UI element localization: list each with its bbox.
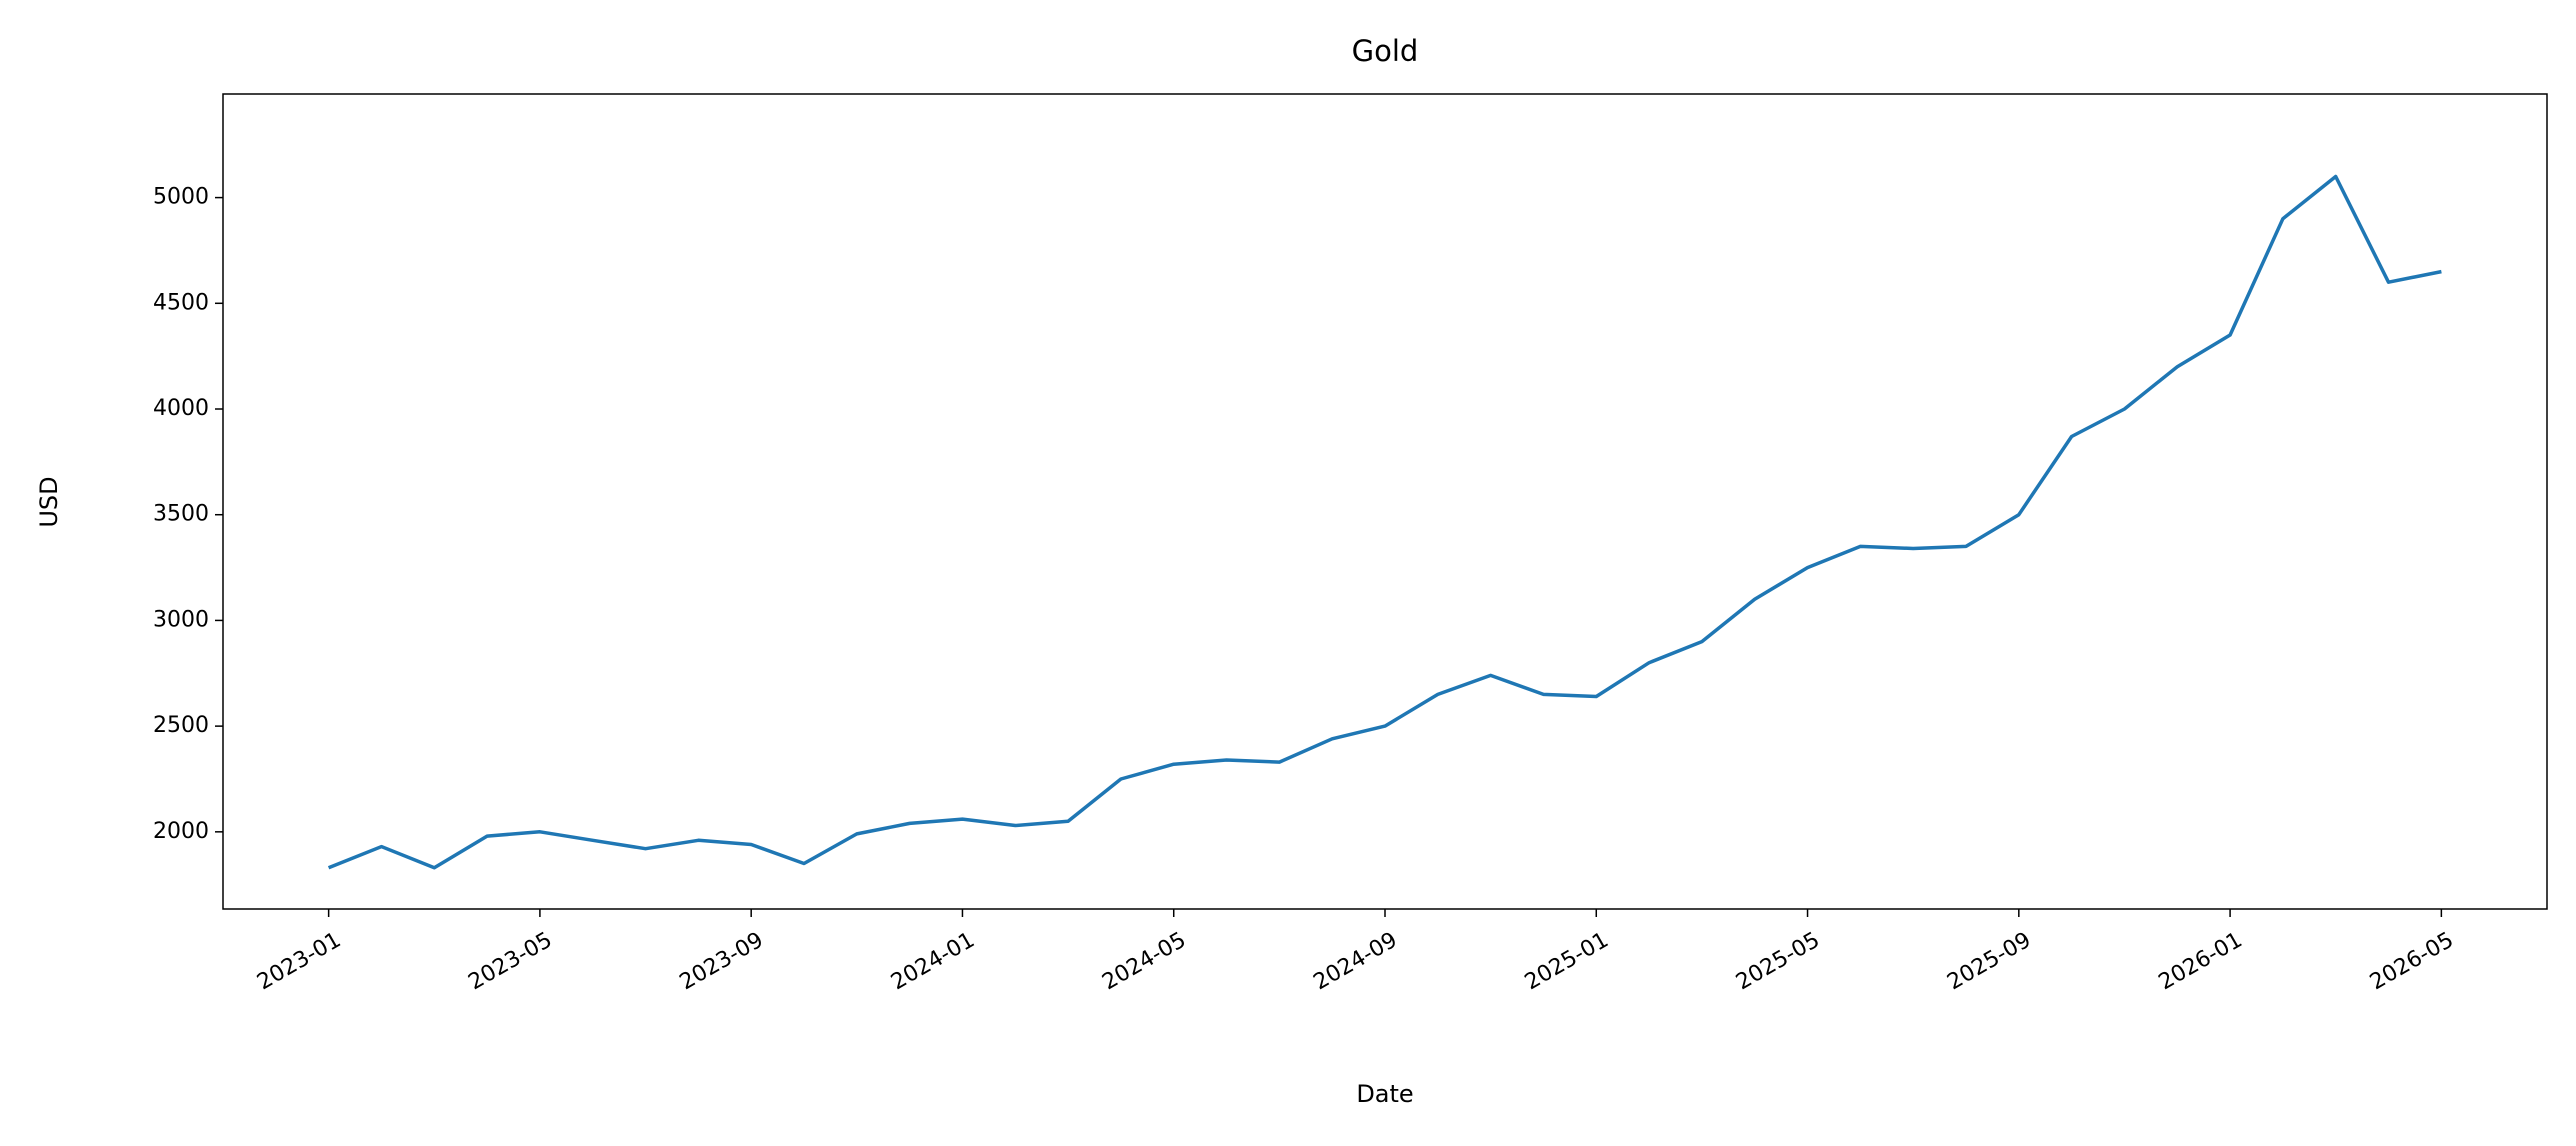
y-tick-label: 4000 — [153, 396, 209, 421]
y-tick-label: 5000 — [153, 185, 209, 210]
y-tick-label: 3500 — [153, 502, 209, 527]
y-tick-label: 4500 — [153, 290, 209, 315]
y-tick-label: 2000 — [153, 819, 209, 844]
chart-title: Gold — [1352, 34, 1419, 68]
x-axis-label: Date — [1356, 1080, 1413, 1108]
y-tick-label: 3000 — [153, 607, 209, 632]
data-line — [327, 174, 2442, 870]
y-axis-label: USD — [35, 476, 63, 527]
plot-frame — [222, 93, 2548, 910]
y-tick-label: 2500 — [153, 713, 209, 738]
